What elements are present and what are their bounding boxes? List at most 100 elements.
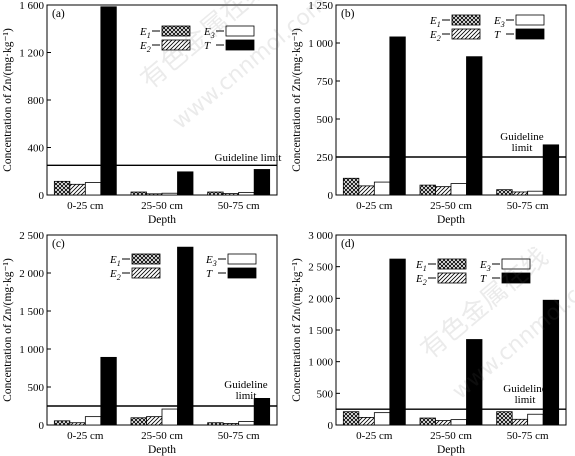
y-tick-label: 1 500 [19, 306, 44, 318]
bar-t-3 [253, 397, 271, 426]
bar-e3-2 [161, 408, 178, 426]
legend-swatch-e1 [437, 258, 467, 270]
bar-t-2 [466, 56, 483, 196]
guideline-label: limit [236, 390, 257, 402]
y-axis-label: Concentration of Zn/(mg·kg⁻¹) [291, 28, 303, 172]
bar-e1-1 [53, 180, 71, 196]
y-tick-label: 0 [328, 190, 334, 202]
x-axis-label: Depth [437, 214, 465, 226]
bar-t-3 [542, 299, 560, 426]
y-tick-label: 500 [317, 114, 334, 126]
y-axis-label: Concentration of Zn/(mg·kg⁻¹) [2, 28, 14, 172]
chart-panel-a: 0 400 800 1 200 1 600 Concentration of Zn/(mg… [2, 0, 281, 226]
legend-label: E2 [429, 29, 441, 43]
x-tick-label: 50-75 cm [218, 200, 260, 212]
bar-e1-3 [496, 189, 513, 196]
legend-swatch-e1 [131, 253, 161, 265]
legend-label: T [206, 268, 213, 280]
x-tick-label: 50-75 cm [507, 430, 549, 442]
legend-label: E3 [203, 26, 215, 40]
guideline-label: Guideline limit [215, 152, 282, 164]
y-tick-label: 1 000 [308, 38, 333, 50]
legend-swatch-e1 [451, 14, 481, 26]
legend-swatch-e3 [227, 253, 257, 265]
legend-swatch-e3 [225, 25, 255, 37]
y-tick-label: 1 600 [19, 0, 44, 12]
x-axis-label: Depth [148, 214, 176, 226]
bar-e2-2 [435, 186, 452, 196]
guideline-label: limit [515, 394, 536, 406]
legend-label: E2 [139, 40, 151, 54]
y-tick-label: 2 500 [19, 230, 44, 242]
legend-swatch-e3 [501, 258, 531, 270]
legend-label: E1 [415, 259, 427, 273]
chart-panel-d: 0 500 1 000 1 500 2 000 2 500 3 000 Concentrati… [291, 230, 567, 456]
legend-label: E1 [139, 26, 151, 40]
bar-e2-3 [511, 191, 529, 196]
bar-t-2 [177, 246, 194, 426]
x-axis-label: Depth [148, 444, 176, 456]
legend-swatch-t [227, 267, 257, 279]
chart-panel-b: 0 250 500 750 1 000 1 250 Concentration of Zn/… [291, 0, 567, 226]
legend-swatch-e1 [161, 25, 191, 37]
bar-e2-1 [69, 183, 86, 196]
y-axis-label: Concentration of Zn/(mg·kg⁻¹) [2, 258, 14, 402]
bar-e1-2 [130, 417, 147, 426]
legend-swatch-t [501, 272, 531, 284]
legend-label: E2 [415, 273, 427, 287]
bar-t-1 [389, 258, 406, 426]
bar-e1-2 [130, 191, 147, 196]
bar-t-1 [100, 356, 117, 426]
bar-e3-3 [527, 413, 544, 426]
y-tick-label: 1 200 [19, 48, 44, 60]
bar-t-2 [466, 339, 483, 426]
panel-label: (b) [341, 8, 355, 20]
panel-label: (c) [52, 238, 65, 250]
x-tick-label: 50-75 cm [507, 200, 549, 212]
bar-e1-1 [342, 177, 360, 196]
legend-label: T [494, 29, 501, 41]
bar-e2-1 [358, 416, 375, 426]
bar-t-2 [177, 171, 194, 196]
legend-label: E1 [109, 254, 121, 268]
x-tick-label: 25-50 cm [430, 430, 472, 442]
bar-t-1 [100, 6, 117, 196]
x-tick-label: 0-25 cm [67, 200, 104, 212]
y-tick-label: 800 [28, 95, 45, 107]
guideline-label: limit [512, 142, 533, 154]
legend-label: E2 [109, 268, 121, 282]
bar-e2-3 [511, 418, 529, 426]
bar-e2-1 [69, 422, 86, 426]
legend-swatch-t [225, 39, 255, 51]
x-tick-label: 50-75 cm [218, 430, 260, 442]
bar-e2-2 [146, 193, 163, 196]
x-axis-label: Depth [437, 444, 465, 456]
x-tick-label: 25-50 cm [141, 200, 183, 212]
bar-e3-1 [84, 182, 102, 196]
bar-e1-2 [419, 417, 436, 426]
y-tick-label: 1 500 [308, 325, 333, 337]
x-tick-label: 0-25 cm [356, 430, 393, 442]
x-tick-label: 25-50 cm [430, 200, 472, 212]
bar-e3-1 [373, 181, 391, 196]
bar-e3-1 [373, 412, 391, 426]
guideline-label: Guideline [503, 383, 546, 395]
chart-panel-c: 0 500 1 000 1 500 2 000 2 500 Concentration of… [2, 230, 278, 456]
y-tick-label: 3 000 [308, 230, 333, 242]
bar-t-3 [542, 144, 560, 196]
y-tick-label: 1 000 [19, 344, 44, 356]
y-axis-label: Concentration of Zn/(mg·kg⁻¹) [291, 258, 303, 402]
bar-e2-2 [435, 420, 452, 426]
bar-e1-3 [207, 191, 224, 196]
bar-e3-3 [527, 190, 544, 196]
bar-e1-3 [207, 422, 224, 426]
legend-swatch-e2 [437, 272, 467, 284]
guideline-label: Guideline [500, 131, 543, 143]
y-tick-label: 2 000 [308, 293, 333, 305]
y-tick-label: 500 [317, 388, 334, 400]
